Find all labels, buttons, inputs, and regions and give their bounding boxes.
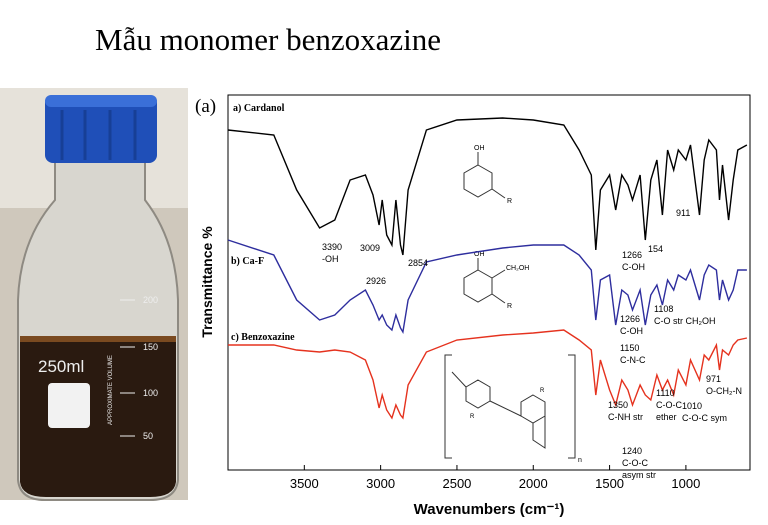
series-line [227,239,747,335]
annotation: 154 [648,244,663,254]
photo-label: APPROXIMATE VOLUME [108,355,114,425]
annotation: 1266 [622,250,642,260]
annotation: C-O-C [622,458,648,468]
annotation: 3009 [360,243,380,253]
annotation: O-CH₂-N [706,386,742,396]
annotation: 971 [706,374,721,384]
photo: 250ml 200 150 100 50 APPROXIMATE VOLUME [0,88,188,501]
annotation: C-OH [620,326,643,336]
annotation: 1010 [682,401,702,411]
photo-label: 100 [143,388,158,398]
slide-title: Mẫu monomer benzoxazine [95,22,441,57]
photo-label: 250ml [38,357,84,376]
annotation: 3390 [322,242,342,252]
annotation: 1266 [620,314,640,324]
annotation: C-OH [622,262,645,272]
structure-label: OH [474,251,485,258]
structure [444,152,576,459]
annotation: 2926 [366,276,386,286]
annotation: 911 [676,208,690,218]
panel-label: (a) [195,96,216,117]
structure-label: R [507,198,512,205]
x-axis-label: Wavenumbers (cm⁻¹) [414,501,565,518]
annotation: 1110 [656,388,675,398]
annotation: 1350 [608,400,628,410]
structure-label: R [540,388,545,394]
series-label: b) Ca-F [231,256,264,267]
photo-label: 200 [143,295,158,305]
x-tick-label: 1500 [595,476,624,491]
annotation: 1240 [622,446,642,456]
x-tick-label: 3500 [290,476,319,491]
plot-frame [227,94,751,471]
series-label: c) Benzoxazine [231,332,295,343]
annotation: 1108 [654,304,673,314]
photo-label: 150 [143,342,158,352]
annotation: asym str [622,470,656,480]
annotation: C-O-C sym [682,413,727,423]
annotation: C-O-C [656,400,682,410]
y-axis-label: Transmittance % [199,226,215,338]
structure-label: CH₂OH [506,265,529,272]
annotation: C-NH str [608,412,643,422]
structure-label: n [578,457,582,464]
annotation: 2854 [408,258,428,268]
annotation: -OH [322,254,339,264]
annotation: 1150 [620,343,639,353]
series-line [227,117,748,256]
structure-label: OH [474,145,485,152]
x-tick-label: 2500 [442,476,471,491]
annotation: ether [656,412,677,422]
annotation: C-O str CH₂OH [654,316,716,326]
x-tick-label: 1000 [671,476,700,491]
structure-label: R [507,303,512,310]
series-line [228,329,748,420]
x-tick-label: 2000 [519,476,548,491]
x-tick-label: 3000 [366,476,395,491]
annotation: C-N-C [620,355,646,365]
series-label: a) Cardanol [233,103,285,114]
photo-label: 50 [143,431,153,441]
structure-label: R [470,414,475,420]
